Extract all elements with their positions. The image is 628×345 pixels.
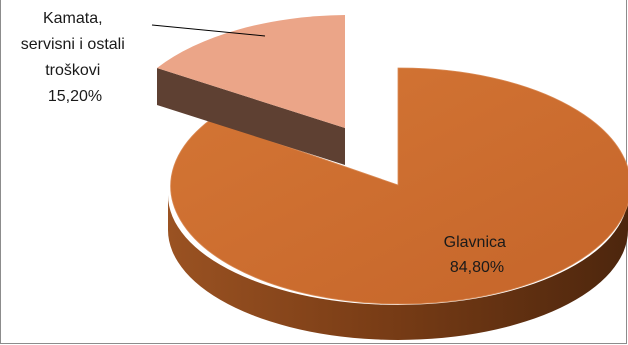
slice-kamata-top	[157, 15, 345, 128]
label-kamata-line-3: troškovi	[45, 62, 100, 79]
label-kamata-value: 15,20%	[48, 88, 102, 105]
slice-glavnica-side	[168, 195, 628, 340]
slice-glavnica	[168, 67, 628, 340]
label-kamata: Kamata, servisni i ostali troškovi 15,20…	[21, 10, 129, 105]
slice-glavnica-top	[170, 67, 628, 305]
leader-line	[151, 24, 266, 37]
label-kamata-line-1: Kamata,	[43, 10, 103, 27]
label-glavnica-name: Glavnica	[444, 234, 506, 251]
slice-kamata-side-left	[157, 68, 345, 165]
label-kamata-line-2: servisni i ostali	[21, 36, 125, 53]
slice-kamata	[157, 15, 345, 165]
label-glavnica: Glavnica 84,80%	[444, 234, 511, 276]
label-glavnica-value: 84,80%	[450, 259, 504, 276]
